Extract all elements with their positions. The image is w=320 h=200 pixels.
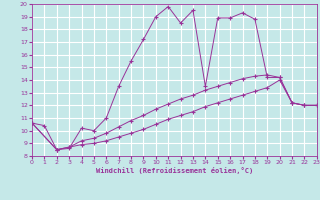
- X-axis label: Windchill (Refroidissement éolien,°C): Windchill (Refroidissement éolien,°C): [96, 167, 253, 174]
